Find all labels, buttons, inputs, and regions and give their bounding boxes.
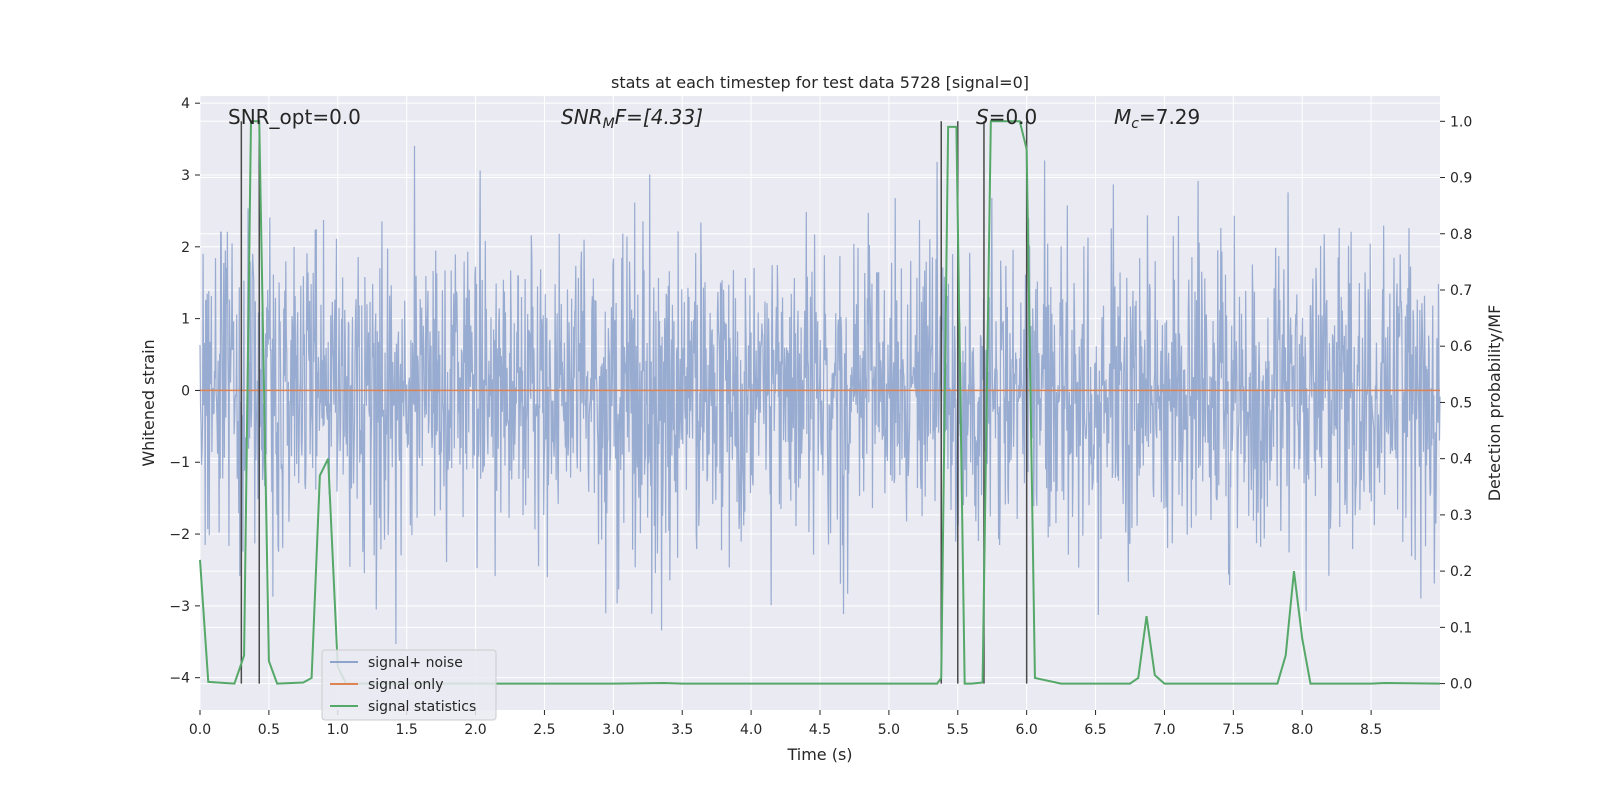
chart-title: stats at each timestep for test data 572…	[611, 73, 1029, 92]
x-tick-label: 8.0	[1291, 722, 1313, 738]
right-tick-label: 0.6	[1450, 339, 1472, 355]
legend-label-signal-statistics: signal statistics	[368, 699, 476, 715]
left-tick-label: 1	[181, 312, 190, 328]
left-tick-label: −1	[169, 455, 190, 471]
x-tick-label: 7.0	[1153, 722, 1175, 738]
annotation-snr-opt: SNR_opt=0.0	[228, 105, 361, 129]
right-tick-label: 0.5	[1450, 395, 1472, 411]
right-tick-label: 0.7	[1450, 283, 1472, 299]
right-tick-label: 1.0	[1450, 114, 1472, 130]
snr-mf-rest: F=[4.33]	[615, 105, 703, 129]
snr-mf-main: SNR	[561, 105, 603, 129]
snr-mf-sub: M	[603, 116, 615, 132]
x-tick-label: 5.0	[878, 722, 900, 738]
legend-label-signal-only: signal only	[368, 677, 443, 693]
x-tick-label: 2.0	[464, 722, 486, 738]
vertical-markers	[240, 121, 1028, 684]
legend-box	[321, 649, 497, 721]
left-tick-label: 3	[181, 168, 190, 184]
legend-label-signal-noise: signal+ noise	[368, 655, 463, 671]
x-tick-label: 1.0	[327, 722, 349, 738]
right-tick-label: 0.4	[1450, 452, 1472, 468]
signal-plus-noise-series	[199, 145, 1441, 644]
x-tick-label: 4.0	[740, 722, 762, 738]
mc-rest: =7.29	[1139, 105, 1200, 129]
left-tick-label: 2	[181, 240, 190, 256]
x-tick-label: 7.5	[1222, 722, 1244, 738]
left-tick-label: −4	[169, 671, 190, 687]
right-tick-label: 0.2	[1450, 564, 1472, 580]
x-tick-label: 2.5	[533, 722, 555, 738]
x-tick-label: 1.5	[396, 722, 418, 738]
x-tick-label: 6.5	[1084, 722, 1106, 738]
right-tick-label: 0.0	[1450, 677, 1472, 693]
x-tick-label: 3.5	[671, 722, 693, 738]
y-axis-label-left: Whitened strain	[139, 339, 158, 466]
x-tick-label: 4.5	[809, 722, 831, 738]
x-tick-label: 0.0	[189, 722, 211, 738]
x-tick-label: 0.5	[258, 722, 280, 738]
right-y-ticks: 1.0 0.9 0.8 0.7 0.6 0.5 0.4 0.3 0.2 0.1 0.0	[1440, 114, 1472, 693]
left-tick-label: −3	[169, 599, 190, 615]
x-tick-label: 5.5	[947, 722, 969, 738]
left-tick-label: −2	[169, 527, 190, 543]
right-tick-label: 0.9	[1450, 171, 1472, 187]
x-tick-label: 8.5	[1360, 722, 1382, 738]
right-tick-label: 0.8	[1450, 227, 1472, 243]
x-tick-label: 6.0	[1016, 722, 1038, 738]
left-tick-label: 0	[181, 383, 190, 399]
left-y-ticks: 4 3 2 1 0 −1 −2 −3 −4	[169, 96, 200, 687]
noise-line	[199, 145, 1441, 644]
annotation-s: S=0.0	[976, 105, 1037, 129]
legend: signal+ noise signal only signal statist…	[321, 649, 497, 721]
mc-sub: c	[1131, 116, 1139, 132]
annotation-mc: Mc=7.29	[1114, 105, 1200, 132]
right-tick-label: 0.3	[1450, 508, 1472, 524]
x-ticks: 0.0 0.5 1.0 1.5 2.0 2.5 3.0 3.5 4.0 4.5 5.0 5.5 6.0 6…	[189, 710, 1382, 738]
x-axis-label: Time (s)	[786, 745, 852, 764]
x-tick-label: 3.0	[602, 722, 624, 738]
left-tick-label: 4	[181, 96, 190, 112]
right-tick-label: 0.1	[1450, 620, 1472, 636]
s-main: S	[976, 105, 989, 129]
signal-statistics-series	[199, 120, 1441, 685]
s-rest: =0.0	[989, 105, 1038, 129]
mc-main: M	[1114, 105, 1131, 129]
y-axis-label-right: Detection probability/MF	[1485, 305, 1504, 502]
annotation-snr-mf: SNRMF=[4.33]	[561, 105, 703, 132]
signal-statistics-line	[199, 120, 1441, 685]
